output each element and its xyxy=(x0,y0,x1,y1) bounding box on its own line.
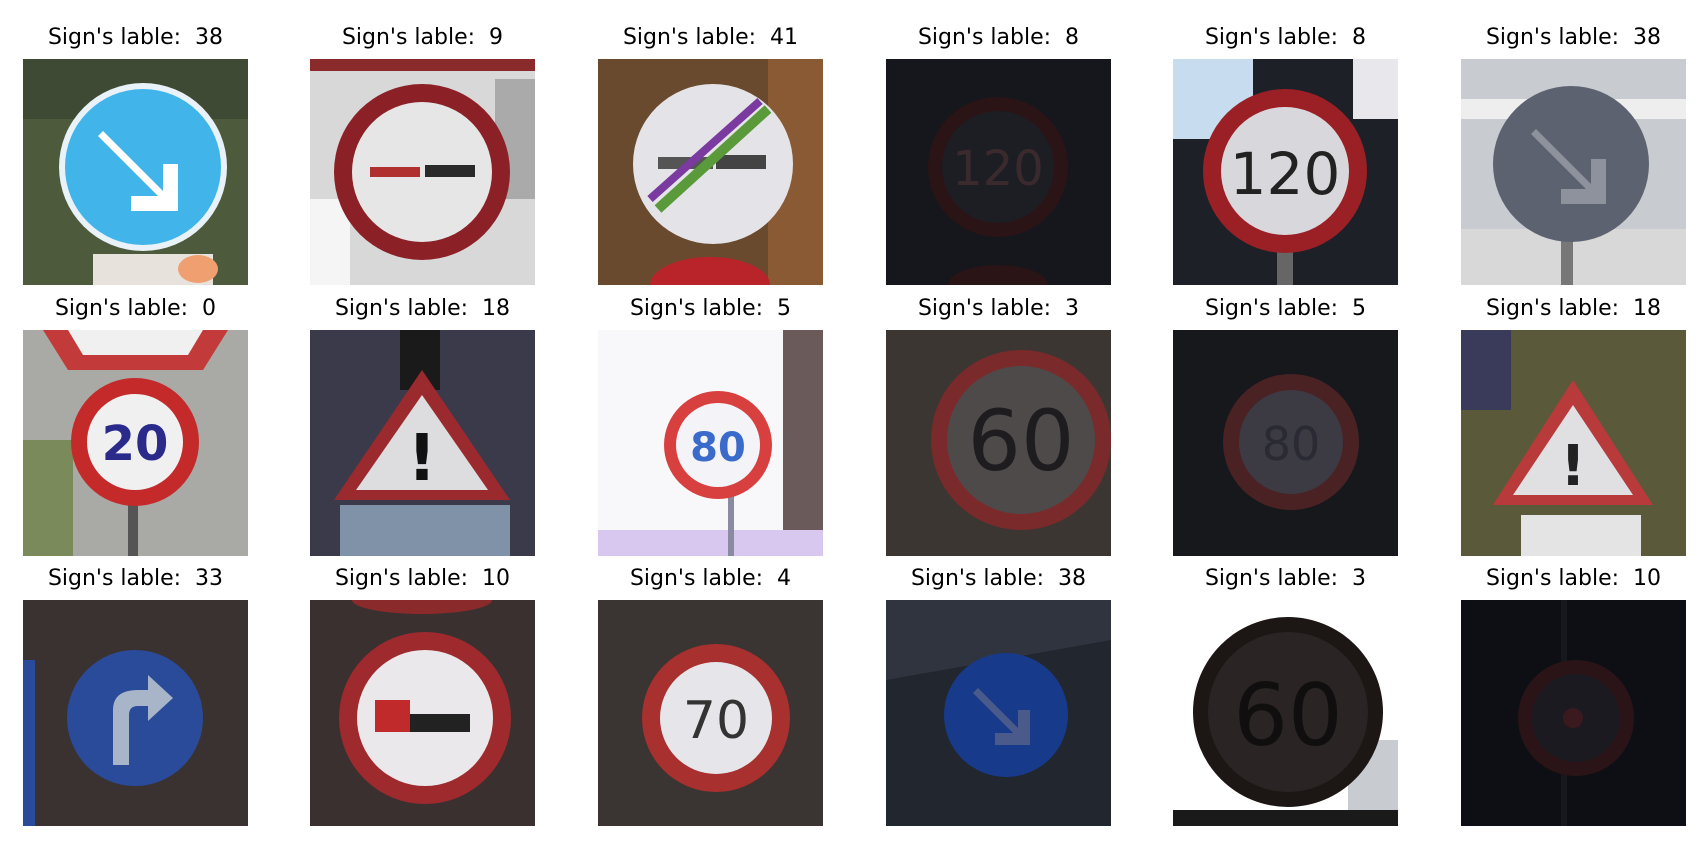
sample-cell: Sign's lable: 5 80 xyxy=(1173,296,1398,556)
svg-text:120: 120 xyxy=(952,141,1044,197)
sample-caption: Sign's lable: 18 xyxy=(1485,296,1662,321)
svg-text:80: 80 xyxy=(690,425,746,471)
speed-limit-60-sign-icon: 60 xyxy=(1173,600,1398,826)
sample-cell: Sign's lable: 18 ! xyxy=(1461,296,1686,556)
sample-caption: Sign's lable: 3 xyxy=(917,296,1080,321)
svg-text:!: ! xyxy=(1560,434,1586,499)
sample-caption: Sign's lable: 8 xyxy=(1204,25,1367,50)
sample-label: 38 xyxy=(1058,566,1087,591)
sample-caption: Sign's lable: 38 xyxy=(47,25,224,50)
no-passing-trucks-sign-icon xyxy=(310,600,535,826)
speed-limit-80-sign-icon: 80 xyxy=(1173,330,1398,556)
svg-text:60: 60 xyxy=(968,392,1075,490)
svg-text:120: 120 xyxy=(1230,140,1341,208)
sample-cell: Sign's lable: 38 xyxy=(23,25,248,285)
sample-cell: Sign's lable: 3 60 xyxy=(1173,566,1398,826)
no-passing-trucks-sign-icon xyxy=(1461,600,1686,826)
general-caution-sign-icon: ! xyxy=(1461,330,1686,556)
sample-cell: Sign's lable: 33 xyxy=(23,566,248,826)
sample-label: 5 xyxy=(777,296,792,321)
sample-label: 3 xyxy=(1065,296,1080,321)
turn-right-ahead-sign-icon xyxy=(23,600,248,826)
svg-text:!: ! xyxy=(407,422,436,496)
svg-text:60: 60 xyxy=(1233,666,1342,766)
general-caution-sign-icon: ! xyxy=(310,330,535,556)
sample-caption: Sign's lable: 18 xyxy=(334,296,511,321)
speed-limit-20-sign-icon: 20 xyxy=(23,330,248,556)
sample-label: 8 xyxy=(1352,25,1367,50)
sample-cell: Sign's lable: 41 xyxy=(598,25,823,285)
sample-cell: Sign's lable: 38 xyxy=(1461,25,1686,285)
svg-text:70: 70 xyxy=(683,691,749,751)
sample-cell: Sign's lable: 10 xyxy=(1461,566,1686,826)
sample-caption: Sign's lable: 10 xyxy=(334,566,511,591)
sample-caption: Sign's lable: 4 xyxy=(629,566,792,591)
sample-label: 38 xyxy=(1633,25,1662,50)
sample-caption: Sign's lable: 5 xyxy=(629,296,792,321)
sample-cell: Sign's lable: 3 60 xyxy=(886,296,1111,556)
sample-caption: Sign's lable: 38 xyxy=(1485,25,1662,50)
keep-right-sign-icon xyxy=(1461,59,1686,285)
sample-label: 8 xyxy=(1065,25,1080,50)
sample-label: 9 xyxy=(489,25,504,50)
sample-cell: Sign's lable: 0 20 xyxy=(23,296,248,556)
speed-limit-60-sign-icon: 60 xyxy=(886,330,1111,556)
sample-cell: Sign's lable: 10 xyxy=(310,566,535,826)
sample-label: 4 xyxy=(777,566,792,591)
end-of-no-passing-sign-icon xyxy=(598,59,823,285)
no-passing-sign-icon xyxy=(310,59,535,285)
sample-caption: Sign's lable: 33 xyxy=(47,566,224,591)
speed-limit-70-sign-icon: 70 xyxy=(598,600,823,826)
sample-cell: Sign's lable: 8 120 xyxy=(886,25,1111,285)
sample-cell: Sign's lable: 5 80 xyxy=(598,296,823,556)
sample-label: 10 xyxy=(1633,566,1662,591)
speed-limit-80-sign-icon: 80 xyxy=(598,330,823,556)
sample-caption: Sign's lable: 41 xyxy=(622,25,799,50)
sample-cell: Sign's lable: 4 70 xyxy=(598,566,823,826)
sample-caption: Sign's lable: 3 xyxy=(1204,566,1367,591)
sample-label: 33 xyxy=(195,566,224,591)
sample-label: 18 xyxy=(482,296,511,321)
sample-caption: Sign's lable: 8 xyxy=(917,25,1080,50)
speed-limit-120-sign-icon: 120 xyxy=(1173,59,1398,285)
sample-cell: Sign's lable: 9 xyxy=(310,25,535,285)
sample-label: 3 xyxy=(1352,566,1367,591)
sample-label: 10 xyxy=(482,566,511,591)
sample-caption: Sign's lable: 10 xyxy=(1485,566,1662,591)
sample-label: 18 xyxy=(1633,296,1662,321)
keep-right-sign-icon xyxy=(886,600,1111,826)
sample-caption: Sign's lable: 9 xyxy=(341,25,504,50)
svg-text:80: 80 xyxy=(1262,417,1321,471)
sample-cell: Sign's lable: 18 ! xyxy=(310,296,535,556)
sample-label: 5 xyxy=(1352,296,1367,321)
svg-text:20: 20 xyxy=(102,416,169,472)
keep-right-sign-icon xyxy=(23,59,248,285)
sample-caption: Sign's lable: 0 xyxy=(54,296,217,321)
sample-caption: Sign's lable: 5 xyxy=(1204,296,1367,321)
sample-cell: Sign's lable: 38 xyxy=(886,566,1111,826)
sample-label: 0 xyxy=(202,296,217,321)
sample-cell: Sign's lable: 8 120 xyxy=(1173,25,1398,285)
sample-label: 41 xyxy=(770,25,799,50)
speed-limit-120-sign-icon: 120 xyxy=(886,59,1111,285)
sample-label: 38 xyxy=(195,25,224,50)
sample-caption: Sign's lable: 38 xyxy=(910,566,1087,591)
